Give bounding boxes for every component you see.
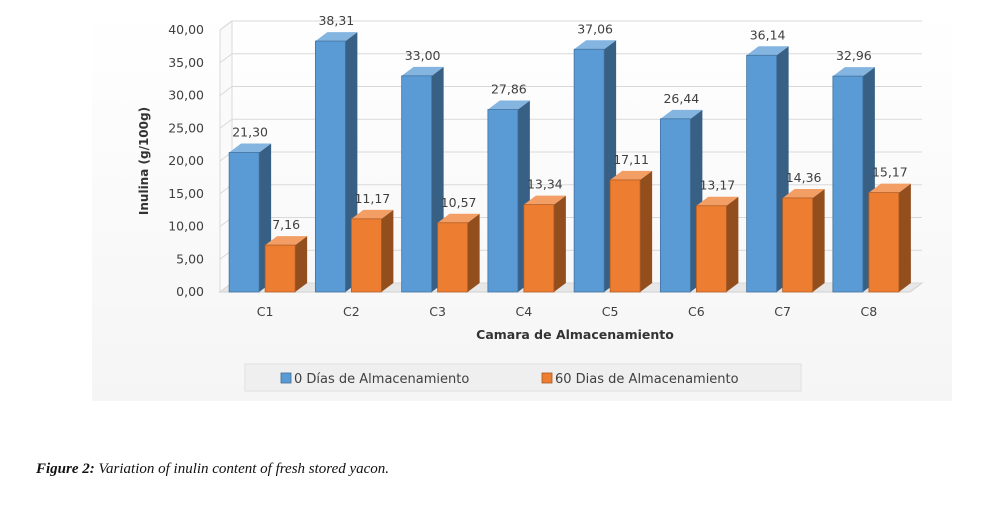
bar-side — [295, 236, 308, 292]
y-tick-label: 0,00 — [176, 284, 204, 299]
inulin-bar-chart: 0,00 5,00 10,00 15,00 20,00 25,00 30,00 35,00 40… — [137, 13, 924, 392]
bar-day60 — [695, 205, 727, 293]
data-label: 15,17 — [872, 165, 908, 180]
bar-side — [726, 196, 739, 292]
bar-top — [351, 209, 394, 219]
gridline — [219, 53, 922, 64]
data-label: 17,11 — [613, 152, 649, 167]
y-tick-label: 25,00 — [168, 120, 204, 135]
bar-top — [265, 236, 308, 246]
legend-label: 60 Dias de Almacenamiento — [555, 372, 739, 387]
bar-top — [696, 196, 739, 206]
data-label: 21,30 — [232, 124, 268, 139]
x-tick-label: C4 — [516, 304, 533, 319]
bar-day0 — [228, 152, 260, 293]
data-label: 11,17 — [354, 191, 390, 206]
bar-top — [487, 100, 530, 110]
gridline — [219, 86, 922, 96]
bar-day60 — [264, 244, 296, 293]
bar-day60 — [350, 218, 382, 293]
y-tick-label: 30,00 — [168, 88, 204, 103]
bar-top — [746, 46, 789, 56]
x-tick-label: C2 — [343, 304, 360, 319]
bar-top — [832, 67, 875, 77]
bar-side — [640, 170, 653, 292]
bar-top — [660, 109, 703, 119]
chart-panel: 0,00 5,00 10,00 15,00 20,00 25,00 30,00 35,00 40… — [92, 8, 952, 401]
legend-swatch — [541, 372, 553, 384]
x-tick-label: C8 — [861, 304, 878, 319]
bar-side — [812, 188, 825, 292]
x-tick-label: C7 — [774, 304, 791, 319]
legend-box — [244, 363, 802, 392]
data-label: 13,34 — [527, 177, 563, 192]
bar-day0 — [832, 75, 864, 293]
bar-day0 — [746, 54, 778, 293]
bar-day0 — [487, 109, 519, 293]
bar-top — [437, 213, 480, 223]
y-tick-label: 35,00 — [168, 55, 204, 70]
y-tick-label: 40,00 — [168, 22, 204, 37]
data-label: 38,31 — [318, 13, 354, 28]
bar-side — [553, 195, 566, 292]
data-label: 33,00 — [405, 48, 441, 63]
bar-day0 — [659, 118, 691, 293]
bar-day60 — [609, 179, 641, 293]
data-label: 10,57 — [441, 195, 477, 210]
bar-day60 — [782, 197, 814, 293]
gridline — [219, 20, 922, 31]
x-tick-label: C5 — [602, 304, 619, 319]
bar-day60 — [523, 204, 555, 293]
figure-caption: Figure 2: Variation of inulin content of… — [36, 461, 389, 478]
bar-top — [401, 66, 444, 76]
y-tick-label: 20,00 — [168, 153, 204, 168]
data-label: 7,16 — [272, 217, 300, 232]
caption-text: Variation of inulin content of fresh sto… — [94, 461, 390, 477]
bar-top — [868, 183, 911, 193]
bar-top — [782, 188, 825, 198]
x-axis-title: Camara de Almacenamiento — [476, 327, 674, 342]
bar-side — [467, 213, 480, 292]
bar-top — [610, 170, 653, 180]
data-label: 36,14 — [750, 27, 786, 42]
bar-side — [381, 209, 394, 292]
bar-top — [229, 143, 272, 153]
data-label: 26,44 — [663, 91, 699, 106]
bar-day60 — [868, 192, 900, 293]
y-tick-label: 10,00 — [168, 219, 204, 234]
y-axis-title: Inulina (g/100g) — [137, 107, 151, 215]
bar-side — [898, 183, 911, 292]
bar-day60 — [437, 222, 469, 293]
y-tick-label: 15,00 — [168, 186, 204, 201]
bar-top — [574, 40, 617, 50]
bar-top — [523, 195, 566, 205]
legend-label: 0 Días de Almacenamiento — [294, 372, 469, 387]
bar-day0 — [573, 48, 605, 293]
bar-top — [315, 32, 358, 42]
caption-label: Figure 2: — [36, 461, 95, 477]
legend-swatch — [280, 372, 292, 384]
x-tick-label: C6 — [688, 304, 705, 319]
data-label: 14,36 — [786, 170, 822, 185]
data-label: 13,17 — [699, 178, 735, 193]
x-tick-label: C1 — [257, 304, 274, 319]
y-tick-label: 5,00 — [176, 251, 204, 266]
data-label: 37,06 — [577, 21, 613, 36]
data-label: 32,96 — [836, 48, 872, 63]
bar-day0 — [401, 75, 433, 293]
bar-day0 — [314, 40, 346, 293]
x-tick-label: C3 — [429, 304, 446, 319]
data-label: 27,86 — [491, 82, 527, 97]
